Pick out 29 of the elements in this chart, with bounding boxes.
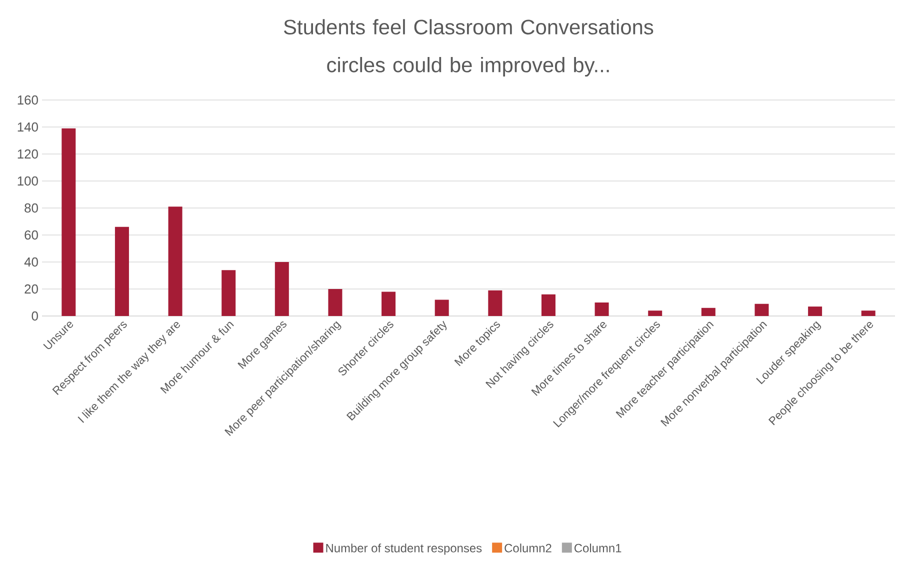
bar xyxy=(541,294,556,316)
bar xyxy=(488,290,502,316)
y-tick-label: 120 xyxy=(18,149,38,159)
bar xyxy=(701,308,716,316)
bar xyxy=(594,302,609,316)
chart-title: Students feel Classroom Conversations circles could be improved by... xyxy=(284,19,654,76)
bar xyxy=(168,206,182,316)
bar xyxy=(114,226,129,316)
y-tick-label: 160 xyxy=(18,95,38,105)
y-tick-label: 20 xyxy=(24,284,38,294)
y-tick-label: 40 xyxy=(24,257,38,267)
y-tick-label: 80 xyxy=(24,203,38,213)
y-tick-label: 140 xyxy=(18,122,38,132)
bar xyxy=(808,306,822,316)
bar xyxy=(222,270,236,316)
bar xyxy=(754,304,769,316)
bar xyxy=(861,310,876,316)
bar xyxy=(382,292,396,316)
legend-label: Column1 xyxy=(574,544,622,552)
legend-label: Column2 xyxy=(504,544,552,552)
bar xyxy=(328,289,342,316)
bar xyxy=(434,300,449,316)
bar xyxy=(274,262,289,316)
y-tick-label: 60 xyxy=(24,230,38,240)
bar xyxy=(62,128,76,316)
legend-label: Number of student responses xyxy=(326,544,482,555)
y-tick-label: 0 xyxy=(32,311,38,321)
y-tick-label: 100 xyxy=(18,176,38,186)
bar xyxy=(648,310,662,316)
